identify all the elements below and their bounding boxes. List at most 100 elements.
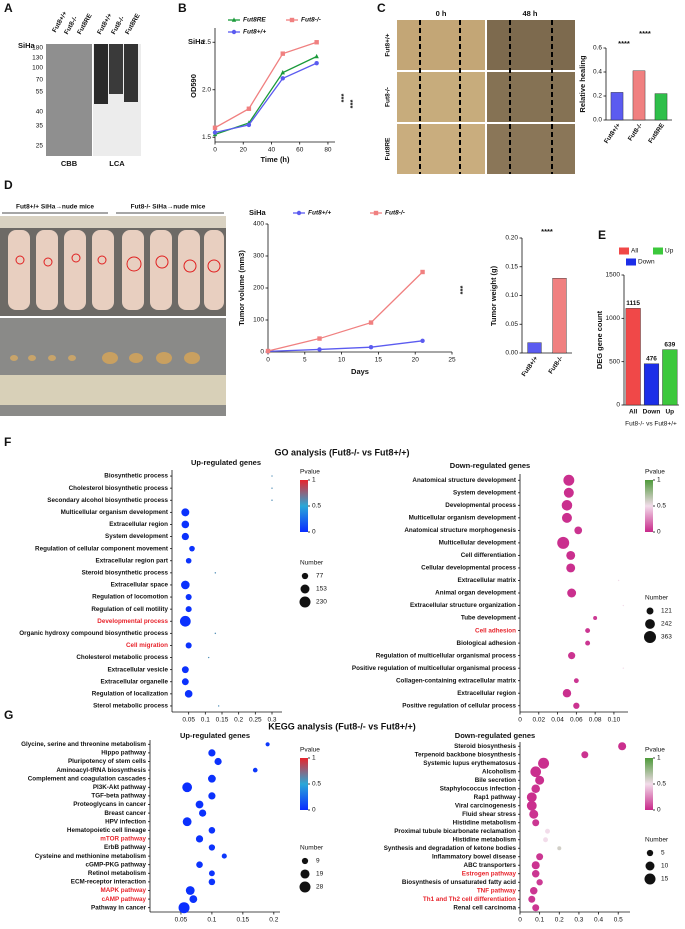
series-line <box>214 55 317 136</box>
category-label: Pluripotency of stem cells <box>68 758 147 765</box>
marker <box>231 17 237 22</box>
size-legend-dot <box>300 584 310 594</box>
x-tick-label: 0.5 <box>614 917 623 924</box>
category-label: Terpenoid backbone biosynthesis <box>415 751 517 758</box>
annotation: **** <box>541 227 553 236</box>
dot <box>182 782 193 793</box>
category-label: Multicellular organism development <box>61 509 169 516</box>
bar <box>625 308 641 406</box>
x-tick-label: 0.2 <box>234 717 243 724</box>
dot <box>185 606 192 613</box>
dot <box>217 705 220 707</box>
bar <box>654 93 668 121</box>
colorbar-label: 0.5 <box>312 781 321 788</box>
dot <box>208 774 216 783</box>
dot <box>184 690 193 698</box>
category-label: Regulation of multicellular organismal p… <box>376 652 517 659</box>
bar <box>662 349 678 406</box>
category-label: Steroid biosynthesis <box>454 743 516 750</box>
category-label: Steroid biosynthetic process <box>82 570 169 577</box>
x-tick-label: 25 <box>448 357 456 364</box>
category-label: ErbB pathway <box>104 844 146 851</box>
dot <box>178 902 190 914</box>
category-label: Biosynthetic process <box>104 473 168 480</box>
colorbar <box>300 758 308 810</box>
dot <box>538 757 550 769</box>
marker <box>246 122 252 128</box>
category-label: Extracellular space <box>111 582 169 589</box>
series-line <box>267 271 424 352</box>
x-tick-label: 40 <box>268 147 276 154</box>
dot <box>585 640 591 646</box>
legend-label: Fut8RE <box>243 17 266 24</box>
x-tick-label: 10 <box>338 357 346 364</box>
y-tick-label: 200 <box>253 285 264 292</box>
series-line <box>214 41 317 129</box>
y-tick-label: 2.0 <box>202 86 211 93</box>
marker <box>373 210 379 216</box>
y-tick-label: 1.5 <box>202 134 211 141</box>
marker <box>265 348 271 354</box>
category-label: Rap1 pathway <box>474 794 517 801</box>
annotation: *** <box>337 94 346 103</box>
marker <box>368 320 374 325</box>
colorbar-label: 0.5 <box>657 781 666 788</box>
dot <box>214 572 217 574</box>
x-tick-label: Fut8+/+ <box>603 122 622 145</box>
x-tick-label: 0.15 <box>216 717 229 724</box>
category-label: Histidine metabolism <box>453 819 517 826</box>
x-tick-label: 0.1 <box>535 917 544 924</box>
size-legend-title: Number <box>645 595 669 602</box>
category-label: Glycine, serine and threonine metabolism <box>21 741 146 748</box>
category-label: Hematopoietic cell lineage <box>67 827 147 834</box>
dot <box>568 652 576 660</box>
dot <box>531 861 540 870</box>
category-label: Extracellular region <box>457 690 516 697</box>
y-tick-label: 500 <box>609 358 620 365</box>
y-tick-label: 0 <box>616 402 620 409</box>
category-label: System development <box>105 533 169 540</box>
size-legend-dot <box>301 572 309 580</box>
category-label: Developmental process <box>97 618 168 625</box>
dot <box>622 604 625 607</box>
x-tick-label: 0.2 <box>269 917 278 924</box>
dot <box>179 615 191 627</box>
value-label: 1115 <box>626 300 640 307</box>
category-label: Tube development <box>461 615 517 622</box>
section-title: GO analysis (Fut8-/- vs Fut8+/+) <box>274 447 409 457</box>
category-label: Extracellular matrix <box>458 577 517 584</box>
dot <box>529 809 539 819</box>
marker <box>212 130 218 135</box>
x-tick-label: 5 <box>303 357 307 364</box>
x-tick-label: Fut8-/- <box>627 122 644 142</box>
dot <box>214 757 222 766</box>
y-tick-label: 0.20 <box>505 235 518 242</box>
x-tick-label: 0 <box>518 717 522 724</box>
dot <box>208 792 216 800</box>
stain-label: LCA <box>109 159 125 168</box>
dot <box>214 632 217 635</box>
size-legend-dot <box>644 631 656 643</box>
legend-label: Up <box>665 248 674 255</box>
dot <box>563 474 575 486</box>
dot <box>195 835 204 843</box>
marker <box>289 17 295 23</box>
lane-label: Fut8RE <box>76 12 94 36</box>
category-label: Proximal tubule bicarbonate reclamation <box>394 828 516 835</box>
x-tick-label: 0 <box>518 917 522 924</box>
size-legend-dot <box>299 596 311 608</box>
legend-label: Fut8+/+ <box>243 29 266 36</box>
size-legend-label: 28 <box>316 884 324 891</box>
category-label: Estrogen pathway <box>462 870 517 877</box>
size-legend-label: 10 <box>661 863 669 870</box>
marker-label: 130 <box>32 55 43 62</box>
bar <box>527 342 542 354</box>
group-label: Fut8-/- SiHa→nude mice <box>131 204 206 211</box>
legend-label: Fut8-/- <box>301 17 321 24</box>
size-legend-label: 363 <box>661 634 672 641</box>
y-tick-label: 2.5 <box>202 39 211 46</box>
size-legend-label: 121 <box>661 608 672 615</box>
dot <box>181 580 190 590</box>
category-label: HPV infection <box>105 818 146 825</box>
marker <box>314 40 319 45</box>
